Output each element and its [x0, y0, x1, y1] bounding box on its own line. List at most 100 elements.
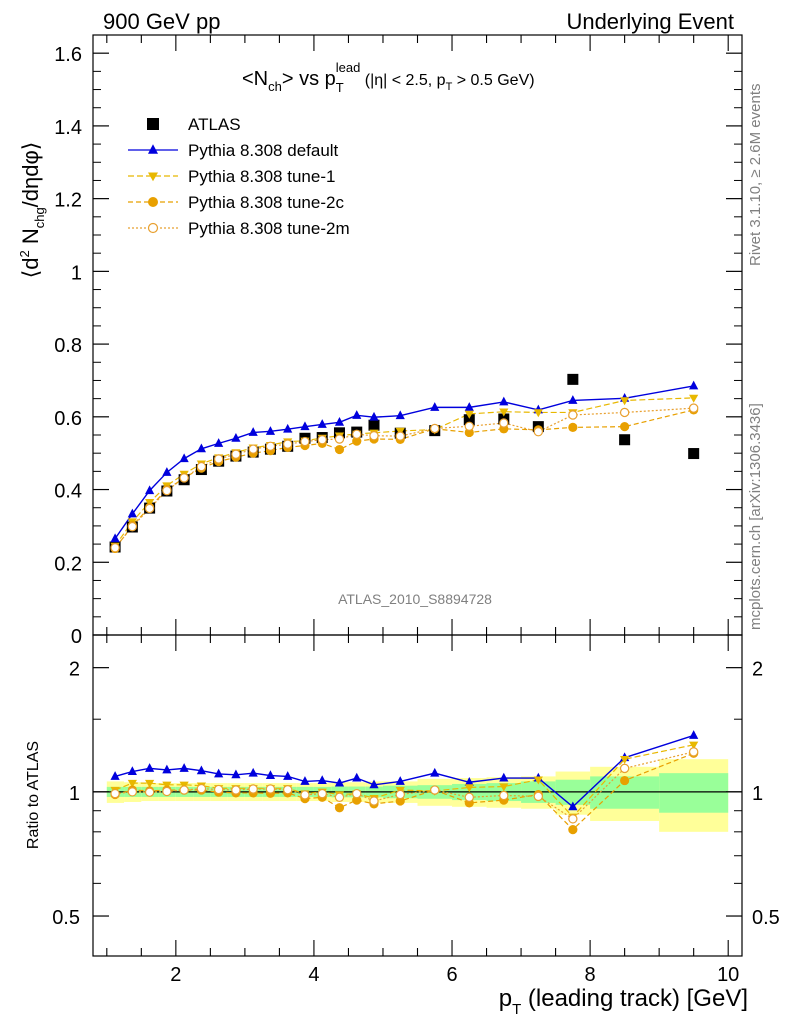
main-y-tick-label: 0.2 [54, 553, 82, 575]
data-point-s4 [568, 410, 578, 420]
main-y-tick-label: 0.4 [54, 481, 82, 503]
data-point-s1 [127, 508, 137, 518]
legend-label: ATLAS [188, 115, 241, 134]
ratio-point-s4 [110, 788, 120, 799]
data-point-s2 [620, 397, 630, 406]
ylabel-c: /dηdφ⟩ [18, 142, 43, 208]
ratio-point-s4 [499, 790, 509, 801]
title-vs: > vs p [282, 68, 336, 90]
legend-marker-2 [148, 172, 158, 182]
x-tick-label: 6 [446, 964, 457, 986]
ratio-point-s4 [688, 747, 699, 757]
mcplots-label: mcplots.cern.ch [arXiv:1306.3436] [747, 403, 764, 630]
data-point-s1 [162, 467, 172, 476]
ratio-point-s4 [568, 814, 578, 824]
ratio-point-s4 [619, 763, 630, 774]
ylabel-sub: chg [32, 207, 47, 228]
ratio-point-s4 [179, 785, 189, 795]
data-point-s4 [317, 435, 327, 445]
x-tick-label: 4 [308, 964, 319, 986]
main-y-tick-label: 1.2 [54, 190, 82, 212]
data-point-s4 [300, 436, 310, 447]
legend: ATLAS Pythia 8.308 default Pythia 8.308 tu… [128, 115, 350, 238]
ratio-point-s3 [334, 803, 345, 813]
title-cut-a: (|η| < 2.5, p [360, 72, 445, 89]
data-point-s4 [265, 441, 276, 451]
legend-marker-0 [147, 118, 159, 130]
header-collision-label: 900 GeV pp [103, 9, 220, 34]
data-point-s1 [395, 410, 405, 420]
ratio-point-s1 [145, 763, 155, 772]
title-cut-b: > 0.5 GeV) [452, 72, 534, 89]
ratio-point-s2 [127, 779, 137, 788]
header-process-label: Underlying Event [566, 9, 734, 34]
data-point-s0 [619, 434, 631, 446]
data-point-s4 [369, 431, 379, 441]
ratio-point-s4 [334, 792, 345, 803]
ratio-point-s4 [533, 791, 544, 802]
data-point-s0 [567, 373, 579, 385]
data-point-s4 [110, 543, 120, 553]
ratio-point-s2 [145, 779, 155, 788]
legend-marker-1 [148, 144, 158, 154]
data-point-s4 [464, 421, 474, 431]
data-point-s3 [620, 422, 630, 432]
main-y-tick-label: 1.4 [54, 117, 82, 139]
data-point-s4 [430, 423, 440, 434]
data-point-s1 [265, 426, 276, 435]
main-y-tick-label: 1.6 [54, 44, 82, 66]
legend-label: Pythia 8.308 default [188, 141, 339, 160]
ratio-point-s2 [464, 784, 474, 793]
main-y-tick-label: 0 [71, 626, 82, 648]
data-point-s1 [110, 533, 120, 543]
ratio-point-s1 [568, 801, 578, 811]
ratio-point-s1 [464, 776, 474, 786]
legend-marker-3 [148, 197, 158, 207]
legend-marker-4 [147, 222, 159, 234]
ratio-plot-marks [110, 730, 699, 835]
ratio-point-s4 [231, 785, 241, 795]
ratio-y-axis-label: Ratio to ATLAS [25, 741, 42, 849]
main-y-tick-label: 0.6 [54, 408, 82, 430]
x-axis-label: pT (leading track) [GeV] [499, 985, 748, 1018]
ratio-point-s4 [464, 792, 474, 803]
xlabel-sub: T [512, 1001, 521, 1018]
ratio-point-s1 [179, 763, 189, 772]
data-point-s1 [196, 443, 206, 453]
ratio-point-s1 [369, 779, 379, 789]
ratio-point-s4 [144, 787, 155, 797]
ratio-y-tick-label: 2 [69, 659, 80, 681]
data-point-s1 [430, 402, 440, 411]
ratio-point-s1 [352, 772, 362, 782]
ratio-point-s4 [369, 796, 379, 806]
data-point-s2 [499, 408, 509, 417]
ratio-point-s1 [689, 730, 699, 739]
data-point-s1 [568, 395, 578, 404]
ratio-point-s4 [430, 785, 440, 795]
data-point-s4 [334, 434, 345, 444]
ratio-point-s1 [395, 776, 405, 785]
ratio-line-2 [114, 744, 694, 818]
x-tick-label: 2 [170, 964, 181, 986]
main-y-axis-label: ⟨d2 Nchg/dηdφ⟩ [17, 142, 47, 279]
ratio-point-s3 [568, 824, 578, 835]
ratio-point-s2 [689, 741, 699, 750]
data-point-s4 [162, 485, 172, 496]
ratio-point-s4 [317, 788, 327, 799]
title-lead-sup: lead [336, 60, 361, 75]
data-point-s1 [689, 380, 699, 390]
data-point-s4 [688, 403, 699, 413]
ratio-point-s4 [395, 789, 405, 800]
ratio-point-s3 [395, 796, 405, 806]
data-point-s3 [352, 436, 362, 446]
data-point-s4 [248, 444, 258, 454]
x-tick-label: 10 [717, 964, 739, 986]
data-point-s1 [179, 453, 189, 463]
data-point-s1 [369, 411, 379, 421]
data-point-s1 [248, 427, 258, 436]
title-nch-sub: ch [268, 79, 282, 94]
ratio-point-s1 [265, 770, 276, 780]
ratio-y-tick-label-right: 0.5 [752, 907, 780, 929]
data-point-s4 [127, 521, 138, 532]
ratio-y-tick-label: 0.5 [52, 907, 80, 929]
